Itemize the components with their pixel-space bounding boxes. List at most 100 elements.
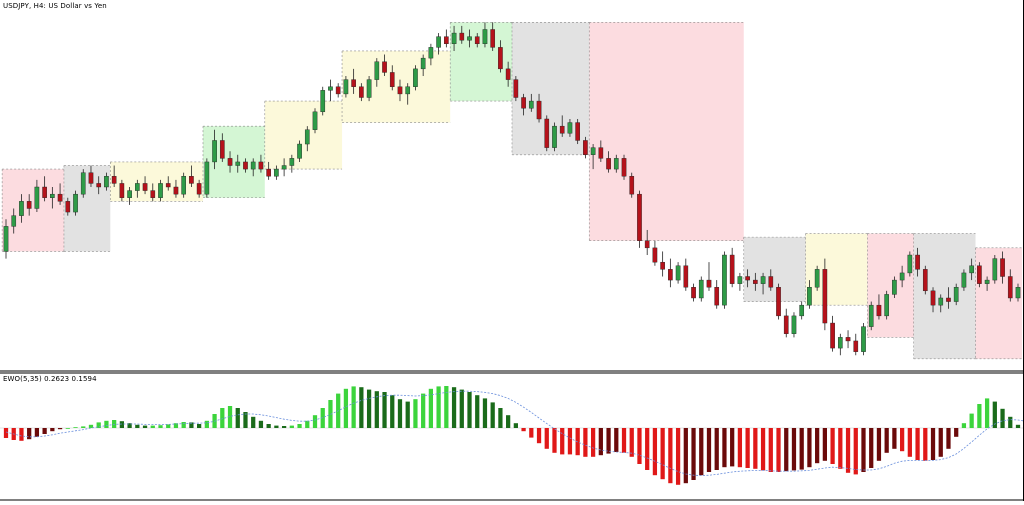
ewo-bar-negative <box>637 428 641 464</box>
bear-candle <box>823 259 827 331</box>
candle-body <box>830 323 834 348</box>
ewo-bar-negative <box>908 428 912 457</box>
candle-body <box>452 33 456 44</box>
ewo-bar-positive <box>259 421 263 428</box>
ewo-bar-negative <box>954 428 958 437</box>
bull-candle <box>81 169 85 198</box>
ewo-bar-negative <box>699 428 703 475</box>
zone-red <box>589 22 744 240</box>
bull-candle <box>908 251 912 276</box>
candle-body <box>769 277 773 288</box>
candle-body <box>398 87 402 94</box>
ewo-bar-negative <box>622 428 626 453</box>
candle-body <box>915 255 919 269</box>
ewo-bar-negative <box>830 428 834 464</box>
bear-candle <box>514 76 518 101</box>
candle-body <box>151 191 155 198</box>
candle-body <box>738 277 742 284</box>
ewo-bar-negative <box>815 428 819 463</box>
ewo-bar-positive <box>359 387 363 428</box>
ewo-bar-positive <box>491 402 495 428</box>
candle-body <box>182 176 186 194</box>
ewo-bar-positive <box>166 424 170 428</box>
candle-body <box>491 29 495 47</box>
ewo-bar-negative <box>614 428 618 452</box>
ewo-bar-positive <box>267 424 271 428</box>
ewo-bar-positive <box>205 421 209 428</box>
candle-body <box>745 277 749 281</box>
bull-candle <box>313 108 317 133</box>
candle-body <box>467 37 471 41</box>
candle-body <box>197 183 201 194</box>
ewo-bar-positive <box>1000 409 1004 428</box>
candle-body <box>545 119 549 148</box>
candle-body <box>205 162 209 194</box>
candle-body <box>668 269 672 280</box>
ewo-bar-positive <box>182 422 186 428</box>
ewo-bar-positive <box>274 426 278 428</box>
ewo-bar-positive <box>143 426 147 428</box>
bull-candle <box>885 291 889 320</box>
candle-body <box>120 183 124 197</box>
candle-body <box>290 158 294 165</box>
ewo-bar-negative <box>730 428 734 466</box>
ewo-bar-negative <box>900 428 904 451</box>
ewo-bar-positive <box>406 402 410 428</box>
candle-body <box>336 87 340 94</box>
candle-body <box>614 158 618 169</box>
candle-body <box>800 305 804 316</box>
ewo-bar-positive <box>382 392 386 428</box>
candle-body <box>104 176 108 187</box>
candle-body <box>923 269 927 290</box>
ewo-bar-negative <box>846 428 850 473</box>
ewo-bar-positive <box>120 421 124 428</box>
candle-body <box>189 176 193 183</box>
candle-body <box>722 255 726 305</box>
candle-body <box>321 90 325 111</box>
candle-body <box>259 162 263 169</box>
candle-body <box>4 226 8 251</box>
bear-candle <box>630 173 634 198</box>
ewo-bar-positive <box>151 426 155 428</box>
candle-body <box>251 162 255 169</box>
ewo-bar-positive <box>413 399 417 428</box>
candle-body <box>1000 259 1004 277</box>
ewo-bar-negative <box>792 428 796 470</box>
ewo-bar-positive <box>421 394 425 428</box>
candle-body <box>939 298 943 305</box>
candle-body <box>460 33 464 40</box>
candle-body <box>900 273 904 280</box>
candle-body <box>506 69 510 80</box>
candle-body <box>691 287 695 298</box>
ewo-bar-positive <box>985 398 989 428</box>
ewo-bar-negative <box>630 428 634 457</box>
zone-grey <box>914 234 976 359</box>
zone-yellow <box>265 101 342 169</box>
candle-body <box>375 62 379 80</box>
candle-body <box>684 266 688 287</box>
candle-body <box>66 201 70 212</box>
indicator-title: EWO(5,35) 0.2623 0.1594 <box>3 375 97 383</box>
ewo-bar-negative <box>807 428 811 467</box>
candle-body <box>475 37 479 44</box>
ewo-bar-positive <box>436 386 440 428</box>
candle-body <box>761 277 765 284</box>
ewo-bar-positive <box>1016 425 1020 428</box>
ewo-bar-positive <box>290 426 294 428</box>
candle-body <box>715 287 719 305</box>
ewo-bar-positive <box>452 387 456 428</box>
candle-body <box>792 316 796 334</box>
ewo-bar-negative <box>769 428 773 472</box>
bear-candle <box>977 262 981 287</box>
candle-body <box>1008 277 1012 298</box>
ewo-bar-positive <box>135 425 139 428</box>
bull-candle <box>815 266 819 291</box>
ewo-bar-negative <box>560 428 564 454</box>
candle-body <box>367 80 371 98</box>
candle-body <box>784 316 788 334</box>
candle-body <box>112 176 116 183</box>
candle-body <box>43 187 47 198</box>
bull-candle <box>367 76 371 101</box>
ewo-bar-negative <box>745 428 749 468</box>
